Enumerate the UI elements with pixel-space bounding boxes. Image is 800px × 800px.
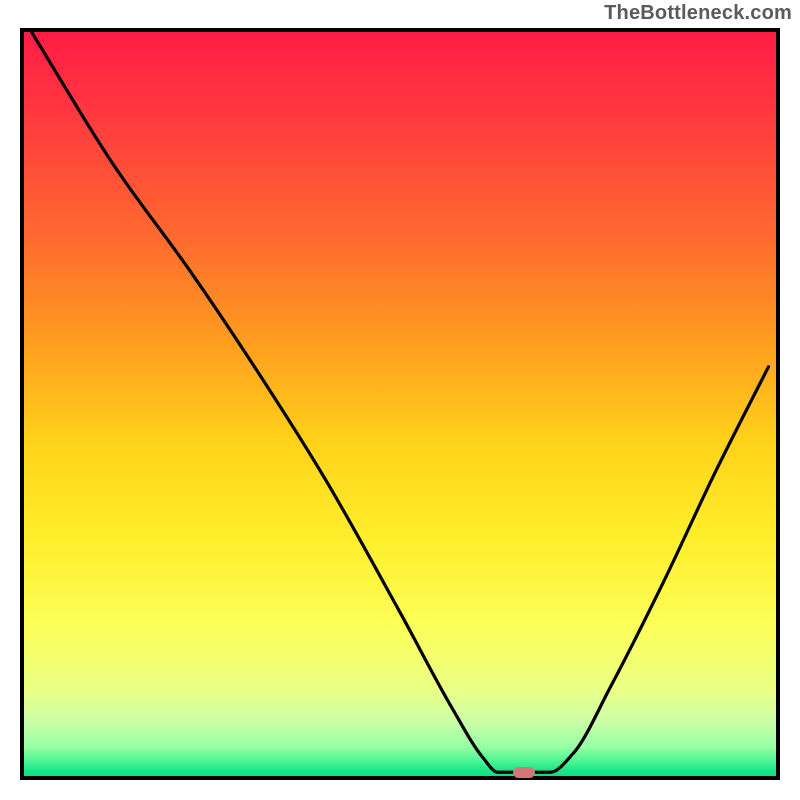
bottleneck-chart: TheBottleneck.com: [0, 0, 800, 800]
watermark-text: TheBottleneck.com: [604, 2, 792, 25]
plot-frame-rect: [22, 30, 778, 778]
curve-layer: [20, 28, 780, 780]
optimum-marker: [513, 767, 535, 778]
plot-area: [20, 28, 780, 780]
bottleneck-curve: [32, 32, 769, 772]
